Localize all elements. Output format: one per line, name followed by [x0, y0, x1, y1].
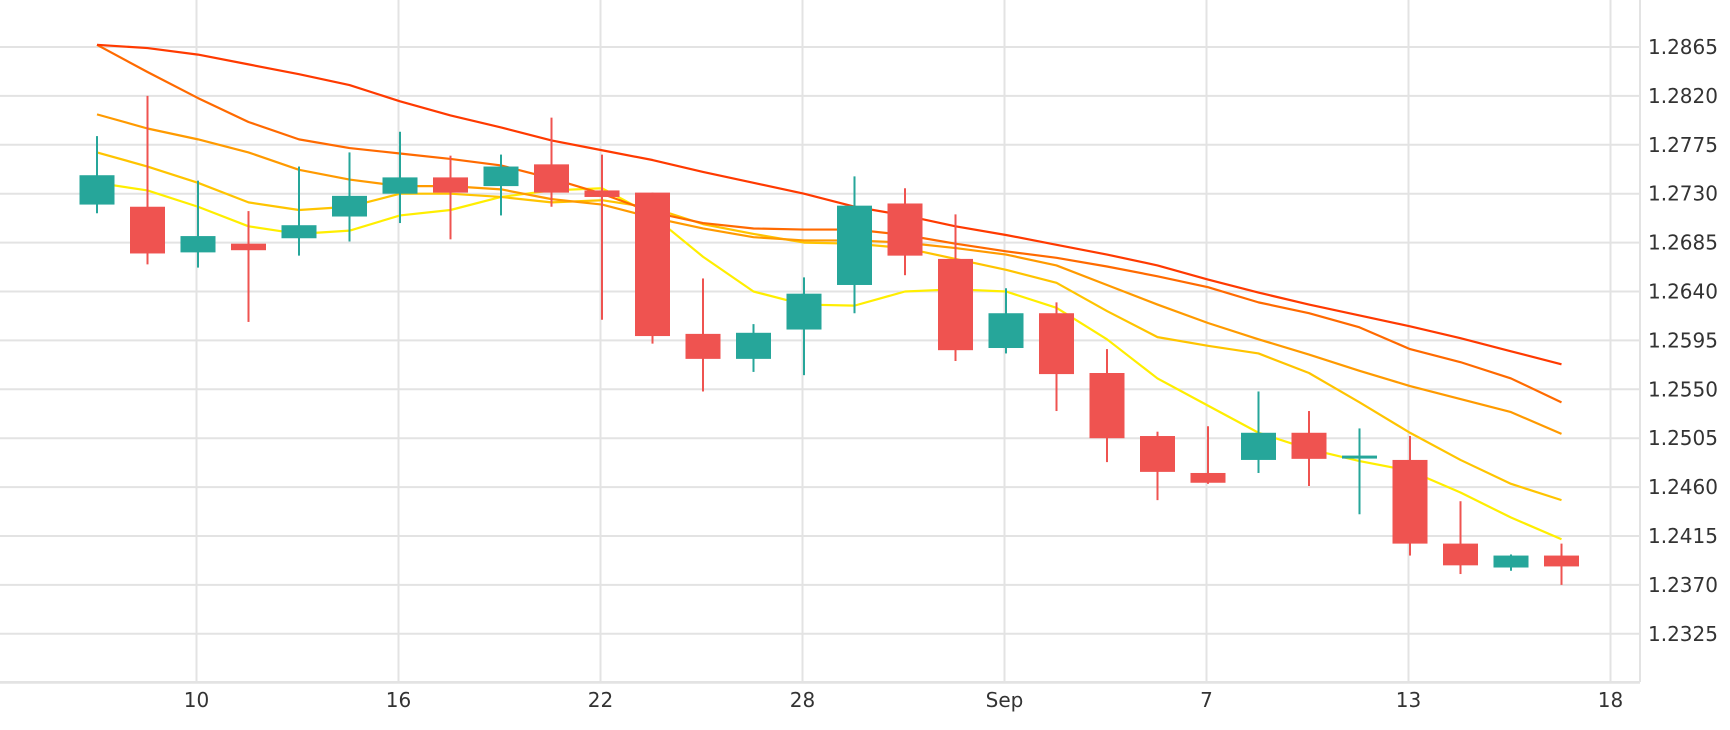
ma-line [96, 43, 1562, 366]
candle-body [736, 332, 771, 359]
candle-body [231, 243, 266, 251]
candle [1089, 349, 1125, 463]
y-tick-label: 1.2595 [1648, 328, 1718, 352]
candle-body [1039, 313, 1074, 375]
candle-body [1544, 555, 1579, 567]
x-tick-label: 13 [1396, 688, 1421, 712]
x-tick-label: 22 [588, 688, 613, 712]
x-tick-label: 7 [1200, 688, 1213, 712]
gridlines [0, 0, 1641, 684]
candle [786, 277, 822, 376]
candle [1190, 426, 1226, 484]
candle-body [837, 205, 872, 285]
candle [231, 211, 266, 322]
candle [1443, 501, 1478, 575]
candle [332, 152, 367, 242]
candle-body [685, 333, 721, 359]
candle-body [1342, 455, 1377, 459]
x-tick-label: 28 [790, 688, 815, 712]
y-tick-label: 1.2370 [1648, 573, 1718, 597]
candle-body [1190, 472, 1226, 483]
y-tick-label: 1.2505 [1648, 426, 1718, 450]
candle [1140, 431, 1175, 501]
candle-body [332, 195, 367, 217]
candle-body [1089, 373, 1125, 439]
candle [483, 154, 519, 216]
y-tick-label: 1.2775 [1648, 133, 1718, 157]
axes: 1.2325 1.2370 1.2415 1.2460 1.2505 1.2550 1.25… [184, 35, 1718, 712]
candle [382, 131, 418, 224]
candle [1544, 543, 1579, 585]
candle [1392, 436, 1428, 556]
candle [635, 192, 670, 344]
ma-line [96, 113, 1562, 435]
y-tick-label: 1.2550 [1648, 377, 1718, 401]
candle-body [180, 236, 216, 253]
candle [1039, 302, 1074, 412]
candle-body [281, 225, 317, 239]
x-tick-label: 10 [184, 688, 209, 712]
candle [281, 166, 317, 256]
candle [736, 324, 771, 372]
y-tick-label: 1.2640 [1648, 280, 1718, 304]
candle [887, 188, 923, 276]
candle [79, 136, 115, 214]
candles [79, 95, 1579, 585]
candle [180, 180, 216, 268]
candle-body [786, 293, 822, 330]
candle [685, 278, 721, 392]
ma-line [96, 181, 1562, 541]
candle-body [1140, 436, 1175, 472]
y-tick-label: 1.2865 [1648, 35, 1718, 59]
candle [433, 155, 468, 240]
candle [988, 288, 1024, 354]
candle [130, 95, 165, 265]
candle-body [483, 166, 519, 187]
candle [1291, 411, 1327, 487]
candle-body [1241, 432, 1276, 460]
candle [837, 176, 872, 314]
candle-body [938, 258, 973, 351]
candle-body [534, 164, 569, 193]
candle-body [79, 175, 115, 205]
candle [534, 117, 569, 207]
candle-body [1291, 432, 1327, 459]
y-tick-label: 1.2460 [1648, 475, 1718, 499]
candle-body [1392, 459, 1428, 544]
candle [938, 214, 973, 362]
candle [1342, 428, 1377, 515]
candle [584, 154, 620, 320]
candle-body [433, 177, 468, 193]
candle-body [584, 190, 620, 197]
candle-body [887, 203, 923, 256]
candle [1493, 554, 1529, 571]
ma-line [96, 151, 1562, 502]
candle-body [1493, 555, 1529, 568]
ma-line [96, 43, 1562, 404]
candle [1241, 391, 1276, 473]
x-tick-label: 18 [1598, 688, 1623, 712]
y-tick-label: 1.2415 [1648, 524, 1718, 548]
y-tick-label: 1.2325 [1648, 622, 1718, 646]
candle-body [635, 192, 670, 337]
x-tick-label: Sep [986, 688, 1024, 712]
y-tick-label: 1.2820 [1648, 84, 1718, 108]
candle-body [130, 206, 165, 254]
candle-body [988, 313, 1024, 349]
candle-body [1443, 543, 1478, 566]
y-tick-label: 1.2685 [1648, 231, 1718, 255]
x-tick-label: 16 [386, 688, 411, 712]
y-tick-label: 1.2730 [1648, 182, 1718, 206]
candle-body [382, 177, 418, 194]
